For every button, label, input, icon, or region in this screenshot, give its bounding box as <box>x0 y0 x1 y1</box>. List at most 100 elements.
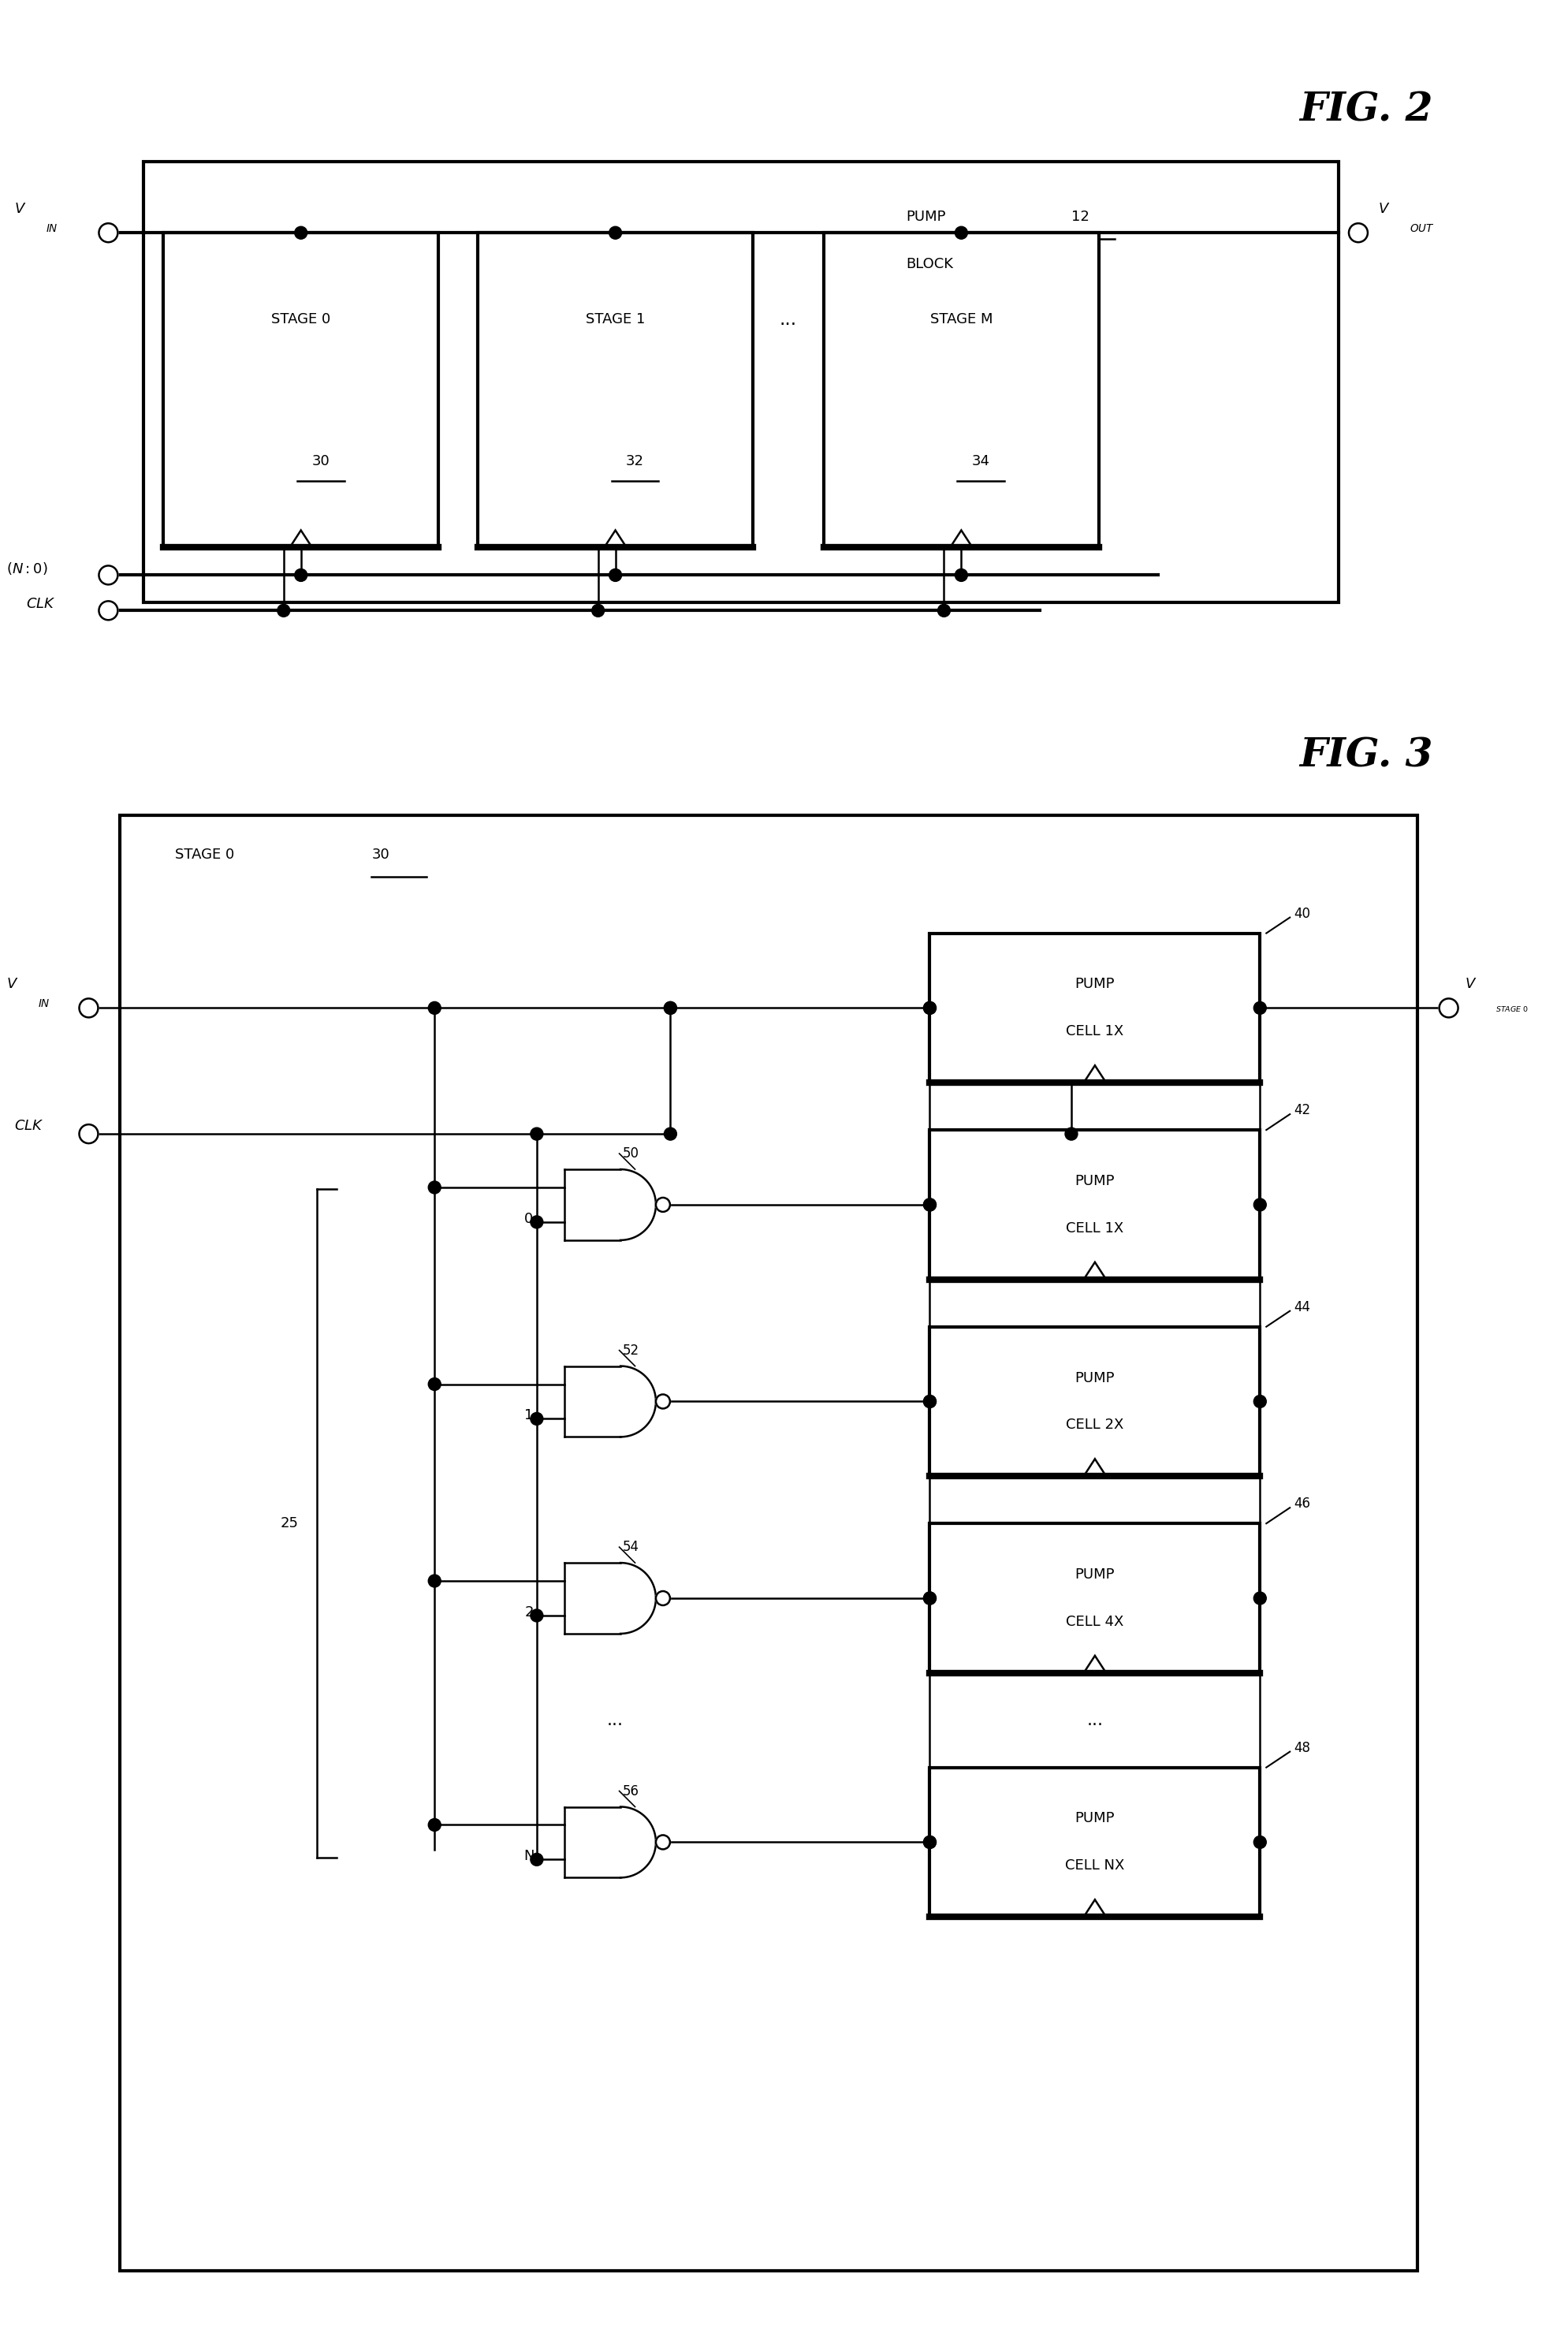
Text: 12: 12 <box>1071 209 1090 223</box>
Text: CELL 4X: CELL 4X <box>1066 1616 1124 1630</box>
Bar <box>930 1524 1261 1672</box>
Text: BLOCK: BLOCK <box>906 256 953 270</box>
Text: $V$: $V$ <box>6 978 19 993</box>
Text: 30: 30 <box>312 454 329 468</box>
Text: $CLK$: $CLK$ <box>14 1120 44 1134</box>
Text: 50: 50 <box>622 1145 640 1160</box>
Bar <box>930 934 1261 1082</box>
Circle shape <box>1439 1000 1458 1018</box>
Circle shape <box>99 223 118 242</box>
Text: PUMP: PUMP <box>1076 1371 1115 1385</box>
Text: PUMP: PUMP <box>1076 1566 1115 1581</box>
Circle shape <box>295 569 307 581</box>
Text: $IN$: $IN$ <box>38 1000 50 1009</box>
Circle shape <box>655 1395 670 1409</box>
Text: 46: 46 <box>1294 1496 1311 1510</box>
Circle shape <box>924 1592 936 1604</box>
Text: 2: 2 <box>524 1606 533 1621</box>
Text: 0: 0 <box>524 1211 533 1225</box>
Circle shape <box>924 1837 936 1849</box>
Circle shape <box>530 1609 543 1623</box>
Text: PUMP: PUMP <box>1076 978 1115 993</box>
Circle shape <box>665 1002 677 1014</box>
Circle shape <box>924 1002 936 1014</box>
Text: PUMP: PUMP <box>906 209 946 223</box>
Text: N: N <box>524 1849 535 1863</box>
Circle shape <box>530 1216 543 1228</box>
Bar <box>163 233 439 548</box>
Text: CELL NX: CELL NX <box>1065 1858 1124 1872</box>
Text: ...: ... <box>779 310 797 329</box>
Circle shape <box>99 567 118 586</box>
Text: CELL 1X: CELL 1X <box>1066 1221 1124 1235</box>
Circle shape <box>924 1395 936 1409</box>
Circle shape <box>924 1002 936 1014</box>
Text: $V$: $V$ <box>1465 978 1477 993</box>
Text: 52: 52 <box>622 1343 640 1357</box>
Circle shape <box>655 1197 670 1211</box>
Circle shape <box>665 1002 677 1014</box>
Text: ...: ... <box>607 1712 624 1729</box>
Circle shape <box>1254 1837 1267 1849</box>
Circle shape <box>80 1000 99 1018</box>
Text: STAGE 1: STAGE 1 <box>586 313 644 327</box>
Circle shape <box>665 1127 677 1141</box>
Circle shape <box>530 1414 543 1425</box>
Text: $(N{:}0)$: $(N{:}0)$ <box>6 560 47 576</box>
Text: PUMP: PUMP <box>1076 1811 1115 1825</box>
Bar <box>930 1129 1261 1279</box>
Text: FIG. 2: FIG. 2 <box>1300 92 1433 129</box>
Circle shape <box>591 604 604 616</box>
Circle shape <box>608 569 621 581</box>
Circle shape <box>80 1124 99 1143</box>
Circle shape <box>938 604 950 616</box>
Text: $IN$: $IN$ <box>45 223 58 235</box>
Text: $CLK$: $CLK$ <box>25 597 55 612</box>
Circle shape <box>955 226 967 240</box>
Text: 34: 34 <box>972 454 989 468</box>
Circle shape <box>924 1200 936 1211</box>
Circle shape <box>99 602 118 621</box>
Circle shape <box>1254 1395 1267 1409</box>
Circle shape <box>655 1835 670 1849</box>
Text: 42: 42 <box>1294 1103 1311 1117</box>
Circle shape <box>955 569 967 581</box>
Circle shape <box>1065 1127 1077 1141</box>
Text: $V$: $V$ <box>14 202 27 216</box>
Text: 54: 54 <box>622 1541 640 1555</box>
Text: PUMP: PUMP <box>1076 1174 1115 1188</box>
Circle shape <box>530 1853 543 1865</box>
Bar <box>478 233 753 548</box>
Circle shape <box>428 1181 441 1195</box>
Text: STAGE 0: STAGE 0 <box>271 313 331 327</box>
Text: STAGE 0: STAGE 0 <box>176 847 235 861</box>
Text: 40: 40 <box>1294 906 1311 920</box>
Circle shape <box>924 1592 936 1604</box>
Circle shape <box>1254 1200 1267 1211</box>
Text: 32: 32 <box>626 454 644 468</box>
Text: 30: 30 <box>372 847 389 861</box>
Circle shape <box>530 1127 543 1141</box>
Text: 25: 25 <box>281 1517 298 1531</box>
Circle shape <box>1254 1002 1267 1014</box>
Text: CELL 2X: CELL 2X <box>1066 1418 1124 1432</box>
Text: CELL 1X: CELL 1X <box>1066 1025 1124 1040</box>
Bar <box>121 816 1417 2272</box>
Text: STAGE M: STAGE M <box>930 313 993 327</box>
Circle shape <box>428 1002 441 1014</box>
Text: 44: 44 <box>1294 1301 1311 1315</box>
Circle shape <box>924 1200 936 1211</box>
Text: $V$: $V$ <box>1378 202 1391 216</box>
Circle shape <box>1348 223 1367 242</box>
Circle shape <box>428 1573 441 1588</box>
Text: 48: 48 <box>1294 1740 1311 1755</box>
Bar <box>823 233 1099 548</box>
Bar <box>930 1327 1261 1477</box>
Text: ...: ... <box>1087 1712 1104 1729</box>
Circle shape <box>1254 1592 1267 1604</box>
Circle shape <box>655 1592 670 1606</box>
Bar <box>930 1766 1261 1917</box>
Circle shape <box>428 1818 441 1832</box>
Text: $_{STAGE\ 0}$: $_{STAGE\ 0}$ <box>1496 1002 1529 1014</box>
Text: 56: 56 <box>622 1783 640 1799</box>
